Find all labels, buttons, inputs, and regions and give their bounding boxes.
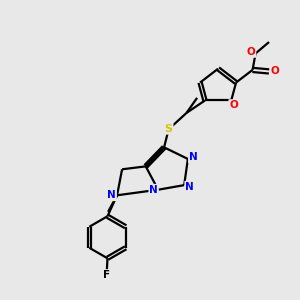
- Text: F: F: [103, 270, 110, 280]
- Text: O: O: [271, 66, 279, 76]
- Text: N: N: [189, 152, 198, 162]
- Text: S: S: [165, 124, 172, 134]
- Text: O: O: [229, 100, 238, 110]
- Text: N: N: [107, 190, 116, 200]
- Text: O: O: [247, 47, 255, 57]
- Text: N: N: [149, 185, 158, 195]
- Text: N: N: [185, 182, 194, 192]
